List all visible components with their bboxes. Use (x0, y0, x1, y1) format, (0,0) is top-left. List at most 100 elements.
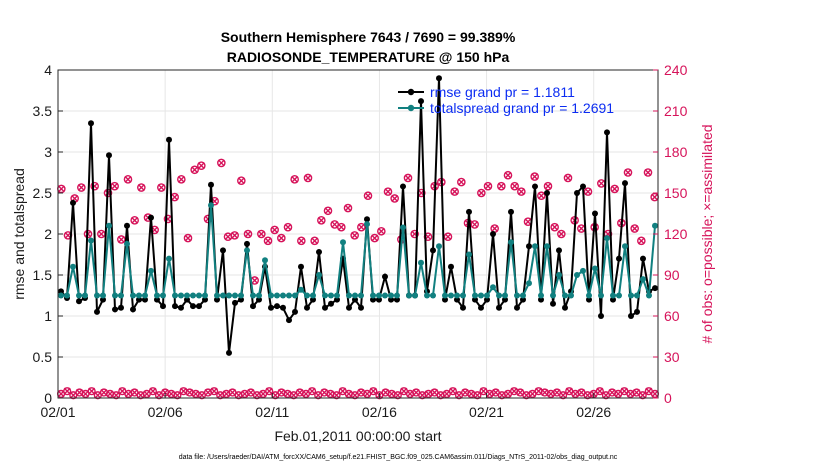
obs-possible-marker (550, 222, 559, 232)
rmse-point (226, 349, 232, 356)
totalspread-point (646, 292, 652, 299)
obs-low-x-marker (69, 391, 77, 399)
obs-possible-marker (197, 161, 206, 170)
totalspread-point (226, 292, 232, 299)
obs-possible-marker (283, 222, 293, 232)
totalspread-point (568, 292, 574, 299)
rmse-point (382, 273, 388, 280)
obs-low-x-marker (333, 391, 341, 399)
totalspread-point (136, 292, 142, 299)
rmse-point (394, 296, 400, 303)
totalspread-point (202, 292, 208, 299)
legend-spread-label: totalspread grand pr = 1.2691 (430, 100, 614, 116)
totalspread-point (250, 292, 256, 299)
rmse-point (640, 255, 646, 262)
totalspread-point (550, 292, 556, 299)
totalspread-point (82, 292, 88, 299)
obs-assimilated-marker (537, 192, 545, 200)
rmse-point (616, 255, 622, 262)
obs-low-marker (148, 387, 157, 396)
rmse-point (268, 304, 274, 311)
obs-low-x-marker (547, 390, 555, 398)
totalspread-point (100, 292, 106, 299)
obs-low-x-marker (473, 391, 481, 399)
totalspread-point (124, 240, 130, 247)
rmse-point (292, 308, 298, 315)
rmse-point (358, 304, 364, 311)
obs-low-x-marker (596, 387, 604, 395)
obs-low-x-marker (406, 390, 414, 398)
rmse-point (118, 304, 124, 311)
rmse-point (388, 296, 394, 303)
y-right-tick-label: 210 (664, 103, 688, 119)
totalspread-point (130, 292, 136, 299)
obs-low-x-marker (357, 389, 365, 397)
obs-low-x-marker (271, 391, 279, 399)
totalspread-point (412, 292, 418, 299)
totalspread-point (244, 247, 250, 254)
obs-possible-marker (277, 233, 286, 243)
rmse-point (484, 296, 490, 303)
obs-low-marker (638, 391, 647, 400)
obs-low-x-marker (167, 390, 175, 398)
rmse-point (286, 317, 292, 324)
obs-assimilated-marker (57, 185, 65, 193)
totalspread-point (334, 292, 340, 299)
rmse-point (106, 152, 112, 159)
totalspread-point (514, 292, 520, 299)
obs-low-x-marker (149, 387, 157, 395)
totalspread-point (376, 292, 382, 299)
rmse-point (370, 296, 376, 303)
obs-possible-marker (243, 229, 253, 239)
totalspread-point (256, 292, 262, 299)
obs-low-x-marker (131, 389, 139, 397)
totalspread-point (610, 292, 616, 299)
totalspread-point (274, 292, 280, 299)
totalspread-point (370, 292, 376, 299)
obs-low-x-marker (351, 391, 359, 399)
totalspread-point (604, 235, 610, 242)
obs-low-marker (393, 391, 402, 400)
obs-low-x-marker (620, 387, 628, 395)
rmse-point (238, 296, 244, 303)
totalspread-point (556, 272, 562, 278)
obs-assimilated-marker (251, 276, 259, 284)
rmse-point (112, 306, 118, 313)
obs-assimilated-marker (77, 184, 85, 192)
rmse-point (592, 210, 598, 217)
obs-assimilated-marker (264, 237, 272, 245)
obs-assimilated-marker (364, 192, 372, 200)
rmse-point (298, 263, 304, 270)
y-right-tick-label: 60 (664, 308, 680, 324)
obs-assimilated-marker (497, 182, 505, 190)
series-layer (56, 75, 660, 400)
totalspread-point (526, 280, 532, 287)
obs-possible-marker (270, 225, 279, 235)
x-tick-label: 02/06 (148, 404, 183, 420)
obs-low-marker (210, 387, 219, 396)
rmse-point (346, 304, 352, 311)
obs-low-x-marker (467, 390, 475, 398)
obs-assimilated-marker (344, 204, 352, 212)
obs-low-x-marker (339, 387, 347, 395)
obs-assimilated-marker (237, 177, 245, 185)
totalspread-point (406, 292, 412, 299)
obs-low-x-marker (535, 387, 543, 395)
obs-low-x-marker (363, 390, 371, 398)
y-left-tick-label: 0.5 (33, 349, 53, 365)
obs-low-x-marker (186, 389, 194, 397)
obs-low-marker (307, 387, 317, 396)
obs-assimilated-marker (184, 234, 192, 242)
obs-possible-marker (77, 183, 86, 192)
totalspread-point (184, 292, 190, 299)
totalspread-point (394, 292, 400, 299)
rmse-point (442, 296, 448, 303)
totalspread-point (586, 292, 592, 299)
obs-low-x-marker (290, 391, 298, 399)
y-left-tick-label: 1 (44, 308, 52, 324)
totalspread-point (580, 267, 586, 274)
obs-low-x-marker (626, 390, 634, 398)
rmse-point (430, 247, 436, 254)
obs-assimilated-marker (351, 231, 359, 239)
totalspread-point (358, 292, 364, 299)
